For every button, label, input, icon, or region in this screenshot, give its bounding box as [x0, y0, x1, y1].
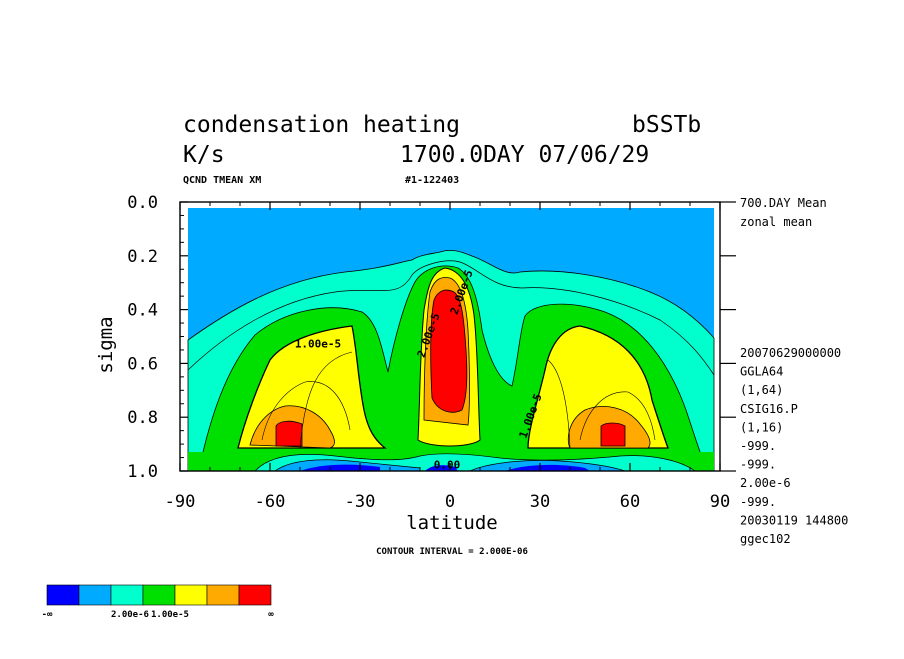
x-tick-label: -60	[255, 492, 286, 512]
metadata-line: CSIG16.P	[740, 402, 798, 416]
y-axis: 0.0 0.2 0.4 0.6 0.8 1.0	[127, 193, 736, 482]
contour-label: 1.00e-5	[295, 337, 341, 350]
x-tick-label: -90	[165, 492, 196, 512]
region-red-north	[600, 422, 626, 447]
y-tick-label: 0.2	[127, 247, 158, 267]
region-red-south	[275, 420, 303, 447]
contour-interval-label: CONTOUR INTERVAL = 2.000E-06	[376, 547, 528, 557]
metadata-line: 20070629000000	[740, 346, 841, 360]
y-tick-label: 0.0	[127, 193, 158, 213]
x-tick-label: -30	[345, 492, 376, 512]
metadata-line: ggec102	[740, 532, 791, 546]
chart-time-label: 1700.0DAY 07/06/29	[400, 142, 649, 168]
y-tick-label: 0.4	[127, 301, 158, 321]
colorbar-swatch	[238, 584, 272, 606]
variable-label: QCND TMEAN XM	[183, 175, 261, 186]
y-tick-label: 0.8	[127, 408, 158, 428]
region-red-center	[430, 289, 468, 413]
metadata-line: (1,64)	[740, 383, 783, 397]
x-axis: -90 -60 -30 0 30 60 90	[165, 202, 730, 512]
contour-field	[180, 202, 720, 471]
colorbar-label: 1.00e-5	[151, 610, 189, 620]
metadata-block: 20070629000000 GGLA64 (1,64) CSIG16.P (1,16)…	[740, 346, 848, 546]
x-tick-label: 0	[445, 492, 455, 512]
metadata-line: (1,16)	[740, 420, 783, 434]
x-tick-label: 30	[530, 492, 550, 512]
chart-run-label: bSST​b	[632, 112, 701, 138]
colorbar-label: ∞	[268, 610, 274, 620]
y-tick-label: 0.6	[127, 354, 158, 374]
metadata-line: -999.	[740, 495, 776, 509]
colorbar-label: 2.00e-6	[111, 610, 149, 620]
y-axis-label: sigma	[95, 316, 117, 373]
metadata-line: -999.	[740, 439, 776, 453]
y-tick-label: 1.0	[127, 462, 158, 482]
colorbar-swatch	[206, 584, 240, 606]
colorbar-swatch	[46, 584, 80, 606]
x-tick-label: 90	[710, 492, 730, 512]
colorbar-label: -∞	[42, 610, 53, 620]
metadata-line: -999.	[740, 458, 776, 472]
chart-unit: K/s	[183, 142, 225, 168]
run-id-label: #1-122403	[405, 175, 459, 186]
colorbar-swatch	[110, 584, 144, 606]
contour-label: 0.00	[434, 458, 461, 471]
chart-title: condensation heating	[183, 112, 460, 138]
zonal-label: zonal mean	[740, 215, 812, 229]
metadata-line: 20030119 144800	[740, 513, 848, 527]
colorbar: -∞ 2.00e-6 1.00e-5 ∞	[42, 584, 274, 620]
colorbar-swatch	[174, 584, 208, 606]
colorbar-swatch	[78, 584, 112, 606]
colorbar-swatch	[142, 584, 176, 606]
metadata-line: GGLA64	[740, 365, 783, 379]
x-axis-label: latitude	[406, 512, 498, 534]
x-tick-label: 60	[620, 492, 640, 512]
mean-label: 700.DAY Mean	[740, 196, 827, 210]
metadata-line: 2.00e-6	[740, 476, 791, 490]
